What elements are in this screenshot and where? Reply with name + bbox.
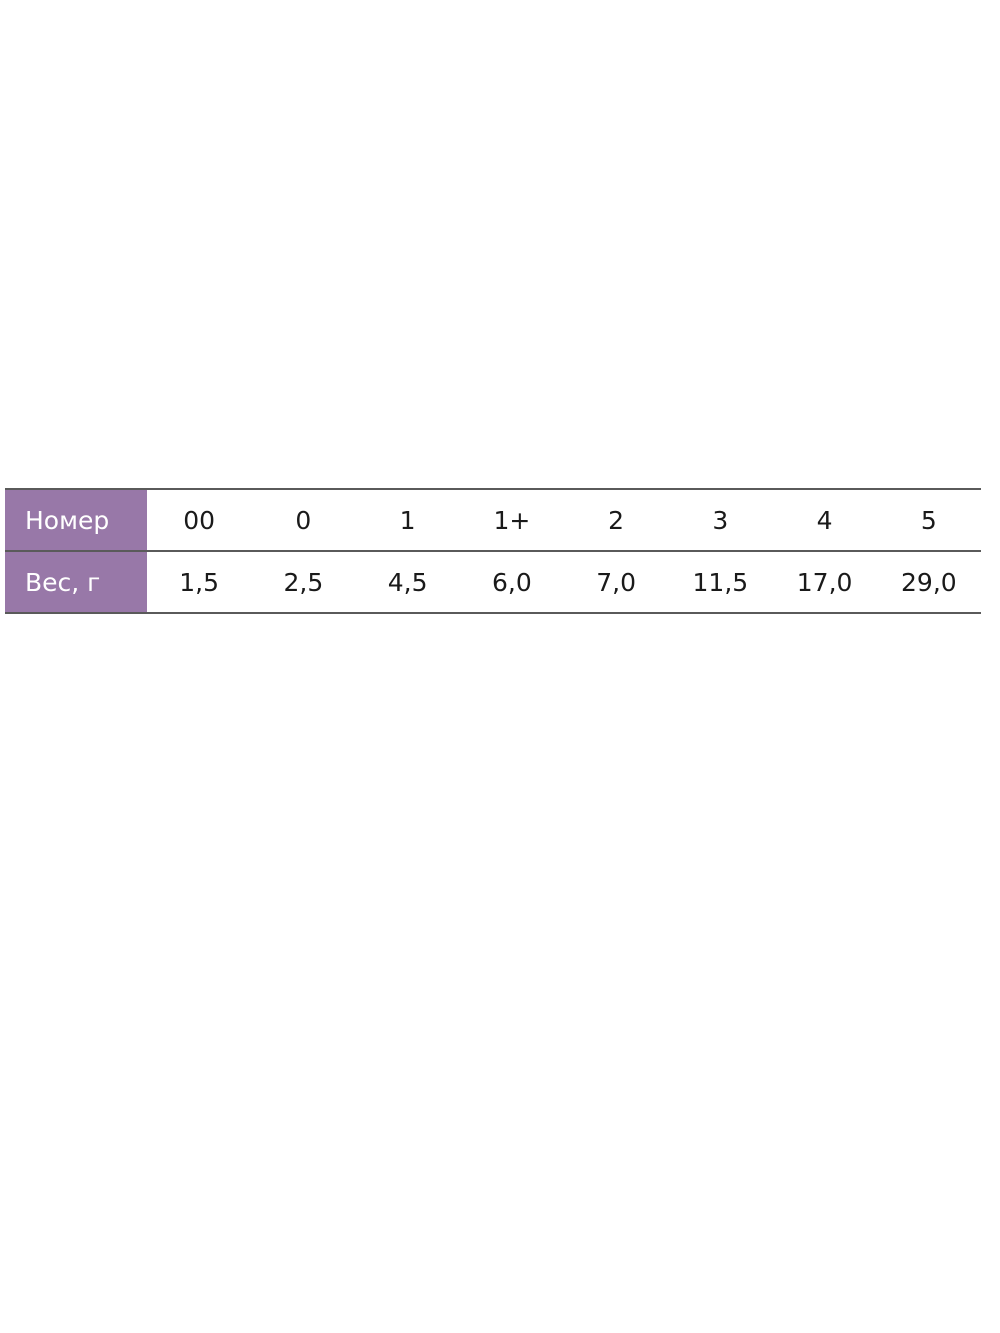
- row-label: Номер: [5, 488, 147, 552]
- table-cell: 1: [355, 488, 460, 552]
- table-cell: 0: [251, 488, 356, 552]
- table-cell: 2: [564, 488, 669, 552]
- table-cell: 11,5: [668, 550, 773, 614]
- table-row-weight: Вес, г 1,5 2,5 4,5 6,0 7,0 11,5 17,0 29,…: [5, 550, 981, 614]
- table-cell: 6,0: [459, 550, 564, 614]
- table-cell: 29,0: [876, 550, 981, 614]
- table-cell: 5: [876, 488, 981, 552]
- table-cell: 2,5: [251, 550, 356, 614]
- table-cell: 00: [147, 488, 252, 552]
- table-cell: 1+: [459, 488, 564, 552]
- table-cell: 4: [772, 488, 877, 552]
- row-label: Вес, г: [5, 550, 147, 614]
- table-cell: 3: [668, 488, 773, 552]
- size-weight-table: Номер 00 0 1 1+ 2 3 4 5 Вес, г 1,5 2,5 4…: [5, 488, 981, 614]
- table-cell: 17,0: [772, 550, 877, 614]
- table-row-number: Номер 00 0 1 1+ 2 3 4 5: [5, 488, 981, 552]
- table-cell: 7,0: [564, 550, 669, 614]
- table-cell: 1,5: [147, 550, 252, 614]
- table-cell: 4,5: [355, 550, 460, 614]
